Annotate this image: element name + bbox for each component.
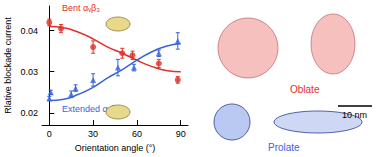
svg-text:0: 0 — [47, 129, 52, 139]
svg-text:Bent αᵥβ₃: Bent αᵥβ₃ — [62, 3, 100, 13]
svg-text:60: 60 — [132, 129, 142, 139]
svg-text:0.03: 0.03 — [20, 67, 38, 77]
svg-text:Rlative blockade current: Rlative blockade current — [3, 17, 13, 114]
svg-text:0.02: 0.02 — [20, 108, 38, 118]
svg-text:10 nm: 10 nm — [342, 110, 367, 120]
svg-text:Extended αᵥβ₃: Extended αᵥβ₃ — [62, 103, 120, 114]
svg-text:Oblate: Oblate — [290, 84, 320, 95]
svg-text:30: 30 — [88, 129, 98, 139]
svg-text:0.04: 0.04 — [20, 26, 38, 36]
svg-text:90: 90 — [176, 129, 186, 139]
svg-text:Prolate: Prolate — [268, 142, 300, 153]
svg-text:Orientation angle (°): Orientation angle (°) — [75, 143, 156, 153]
